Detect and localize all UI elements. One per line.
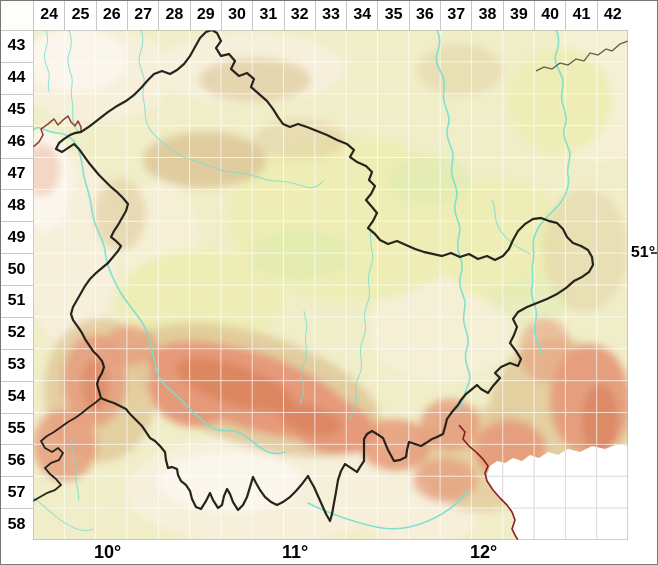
grid-lines (33, 30, 628, 540)
grid-column-label: 42 (596, 0, 628, 30)
river-south (307, 489, 470, 530)
grid-row-label: 45 (0, 93, 33, 126)
grid-row-label: 48 (0, 189, 33, 221)
grid-row-label: 46 (0, 125, 33, 158)
river-gera (299, 310, 308, 405)
latitude-label: 51° (630, 244, 656, 261)
grid-row-label: 50 (0, 253, 33, 285)
grid-column-label: 41 (565, 0, 596, 30)
grid-row-label: 55 (0, 412, 33, 445)
river-weisse-elster (530, 30, 571, 355)
longitude-label: 10° (94, 542, 122, 562)
river-nw (43, 30, 50, 92)
grid-column-label: 38 (471, 0, 502, 30)
latitude-tick (651, 252, 658, 254)
river-saale (435, 30, 471, 412)
longitude-label: 11° (282, 542, 309, 562)
grid-row-label: 56 (0, 444, 33, 476)
river-unstrut (138, 30, 324, 189)
grid-column-label: 28 (158, 0, 189, 30)
border-hesse-bavaria (33, 397, 102, 502)
grid-row-label: 52 (0, 316, 33, 349)
grid-column-label: 40 (534, 0, 565, 30)
relief-layer (33, 30, 628, 540)
grid-column-label: 25 (64, 0, 95, 30)
grid-column-label: 31 (252, 0, 283, 30)
river-werra (33, 126, 286, 455)
grid-column-label: 29 (189, 0, 221, 30)
grid-column-label: 35 (377, 0, 408, 30)
grid-row-label: 58 (0, 508, 33, 540)
grid-column-label: 33 (314, 0, 346, 30)
grid-column-label: 37 (440, 0, 471, 30)
grid-column-label: 39 (502, 0, 534, 30)
grid-row-label: 51 (0, 285, 33, 317)
river-elster-tributary (491, 199, 531, 255)
river-ilm (349, 230, 374, 419)
grid-column-label: 24 (33, 0, 64, 30)
right-margin: 51° (628, 30, 658, 540)
grid-row-label: 53 (0, 348, 33, 381)
grid-column-label: 26 (95, 0, 127, 30)
column-header-row: 24 25 26 27 28 29 30 31 32 33 34 35 36 3… (33, 0, 628, 30)
border-saxony-anhalt-saxony (535, 40, 628, 72)
border-lower-saxony-hesse (33, 115, 82, 148)
state-boundary-thuringia (54, 30, 595, 523)
grid-row-label: 43 (0, 30, 33, 62)
grid-column-label: 30 (220, 0, 252, 30)
grid-column-label: 27 (126, 0, 158, 30)
grid-row-label: 44 (0, 61, 33, 94)
corner-cell (0, 0, 33, 30)
bottom-margin: 10° 11° 12° (0, 540, 658, 565)
grid-column-label: 34 (346, 0, 377, 30)
row-header-column: 43 44 45 46 47 48 49 50 51 52 53 54 55 5… (0, 30, 33, 540)
grid-column-label: 32 (283, 0, 315, 30)
longitude-label: 12° (470, 542, 498, 562)
grid-row-label: 57 (0, 476, 33, 508)
national-border-czech (458, 424, 519, 540)
no-data-area (486, 444, 628, 540)
rivers-layer (33, 30, 571, 532)
river-rhoen (69, 437, 80, 501)
grid-column-label: 36 (408, 0, 440, 30)
grid-row-label: 49 (0, 221, 33, 253)
grid-row-label: 47 (0, 157, 33, 190)
river-southwest (33, 496, 94, 532)
grid-row-label: 54 (0, 380, 33, 413)
